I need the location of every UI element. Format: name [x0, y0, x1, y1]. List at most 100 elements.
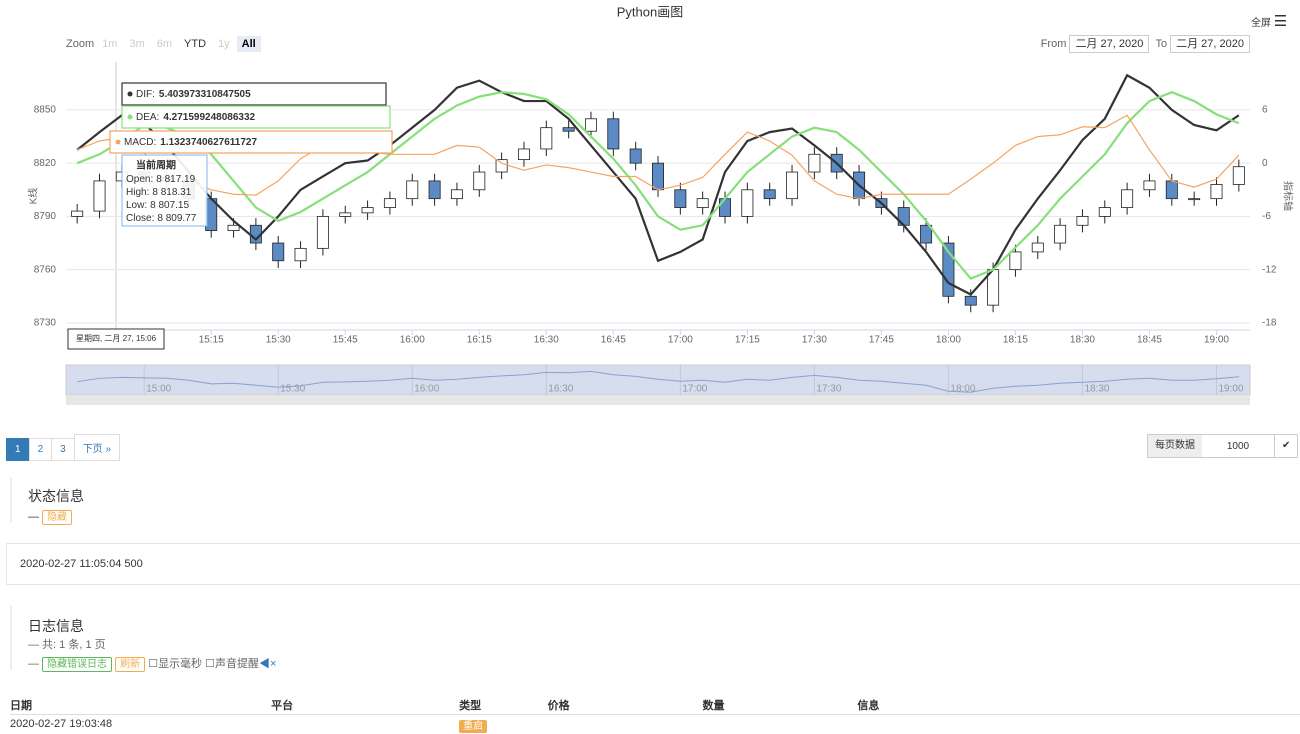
candle-body	[495, 159, 508, 173]
tooltip-box	[121, 105, 391, 129]
candle-body	[584, 118, 597, 132]
checkbox[interactable]: ☐	[205, 658, 215, 670]
ohlc-row: Open: 8 817.19	[126, 174, 196, 185]
tooltip-series: DEA:	[136, 112, 159, 123]
tooltip-dot	[127, 114, 133, 120]
log-title: 日志信息	[28, 618, 84, 634]
ohlc-label: High:	[126, 187, 149, 198]
candle-body	[227, 224, 240, 232]
dash: —	[28, 511, 39, 523]
to-label: To	[1155, 38, 1168, 50]
x-tick-label: 16:30	[534, 335, 559, 346]
tooltip-value: 5.403973310847505	[159, 89, 251, 100]
candle-body	[540, 127, 553, 150]
log-cell	[548, 714, 703, 734]
navigator-label: 15:30	[280, 384, 305, 395]
column-header: 类型	[459, 699, 482, 712]
type-badge: 重启	[459, 719, 488, 733]
tooltip-value: 1.1323740627611727	[160, 137, 257, 148]
x-tick-label: 15:15	[199, 335, 224, 346]
ohlc-value: 8 809.77	[157, 213, 196, 224]
candle-body	[652, 162, 664, 191]
candle-body	[272, 242, 285, 262]
y-tick-label: 8760	[34, 264, 57, 275]
hide-button[interactable]: 隐藏	[42, 510, 73, 525]
speaker-icon[interactable]: ◀×	[259, 658, 277, 670]
fullscreen-label[interactable]: 全屏	[1251, 18, 1271, 29]
navigator-label: 17:30	[816, 384, 841, 395]
zoom-button[interactable]: All	[236, 36, 261, 52]
column-header: 平台	[271, 699, 294, 712]
candle-body	[361, 207, 374, 214]
ohlc-label: Low:	[126, 200, 147, 211]
checkbox[interactable]: ☐	[148, 658, 159, 670]
date-box	[67, 328, 165, 350]
candle-body	[607, 118, 620, 150]
candle-body	[517, 148, 530, 161]
candle-body	[1098, 207, 1111, 217]
page-link[interactable]: 2	[28, 438, 53, 461]
navigator-label: 16:00	[414, 384, 439, 395]
page-link[interactable]: 下页 »	[73, 434, 121, 461]
zoom-label: Zoom	[66, 38, 95, 50]
status-text: 2020-02-27 11:05:04 500	[6, 543, 1300, 585]
ohlc-row: High: 8 818.31	[126, 187, 192, 198]
page-link[interactable]: 3	[51, 438, 75, 461]
navigator-label: 17:00	[682, 384, 707, 395]
zoom-button[interactable]: 3m	[129, 38, 145, 50]
x-tick-label: 18:45	[1137, 335, 1162, 346]
x-tick-label: 18:15	[1003, 335, 1028, 346]
show-ms-label[interactable]: 显示毫秒	[158, 658, 203, 670]
candle-body	[696, 198, 709, 208]
hide-errors-button[interactable]: 隐藏错误日志	[42, 657, 113, 672]
navigator-label: 19:00	[1218, 384, 1243, 395]
ohlc-label: Close:	[126, 213, 154, 224]
tooltip-series: MACD:	[124, 137, 156, 148]
indicator-line	[76, 114, 1240, 200]
log-cell: 重启	[459, 714, 548, 734]
indicator-line	[76, 90, 1240, 280]
ohlc-label: Open:	[126, 174, 153, 185]
navigator[interactable]	[65, 364, 1251, 396]
ohlc-row: Low: 8 807.15	[126, 200, 189, 211]
page-link[interactable]: 1	[6, 438, 30, 461]
to-input[interactable]: 二月 27, 2020	[1170, 35, 1250, 53]
ohlc-title: 当前周期	[136, 159, 176, 172]
zoom-button[interactable]: 1y	[218, 38, 230, 50]
ohlc-value: 8 818.31	[152, 187, 191, 198]
zoom-button[interactable]: YTD	[184, 38, 207, 50]
navigator-label: 18:30	[1084, 384, 1109, 395]
fullscreen[interactable]: 全屏 ☰	[1251, 12, 1287, 30]
sound-label[interactable]: 声音提醒	[215, 658, 259, 670]
ohlc-box	[121, 154, 208, 227]
x-tick-label: 16:15	[467, 335, 492, 346]
tooltip-box	[109, 130, 393, 154]
candle-body	[1165, 180, 1178, 200]
scrollbar[interactable]	[66, 396, 1250, 405]
candle-body	[920, 224, 933, 244]
refresh-button[interactable]: 刷新	[115, 657, 146, 672]
tooltip-value: 4.271599248086332	[163, 112, 255, 123]
tooltip-dot	[115, 139, 121, 145]
zoom-button[interactable]: 6m	[156, 38, 173, 50]
per-page-input[interactable]: 1000	[1226, 440, 1250, 452]
log-cell	[857, 714, 1300, 734]
x-tick-label: 16:45	[601, 335, 626, 346]
status-section: 状态信息 — 隐藏	[10, 478, 84, 525]
menu-icon[interactable]: ☰	[1273, 13, 1288, 30]
candle-body	[93, 180, 106, 212]
confirm[interactable]: ✔	[1274, 435, 1297, 457]
from-input[interactable]: 二月 27, 2020	[1069, 35, 1150, 53]
tooltip-label: MACD: 1.1323740627611727	[124, 137, 257, 148]
y2-tick-label: 6	[1262, 105, 1268, 116]
candle-body	[1232, 166, 1245, 185]
x-tick-label: 18:30	[1070, 335, 1095, 346]
candle-body	[294, 247, 307, 262]
zoom-button[interactable]: 1m	[102, 38, 118, 50]
from-label: From	[1040, 38, 1067, 50]
y2-axis-title: 指标轴	[1281, 181, 1294, 211]
candle-body	[339, 212, 352, 217]
y-tick-label: 8820	[34, 158, 57, 169]
pagination: 1 2 3 下页 »	[6, 434, 121, 461]
